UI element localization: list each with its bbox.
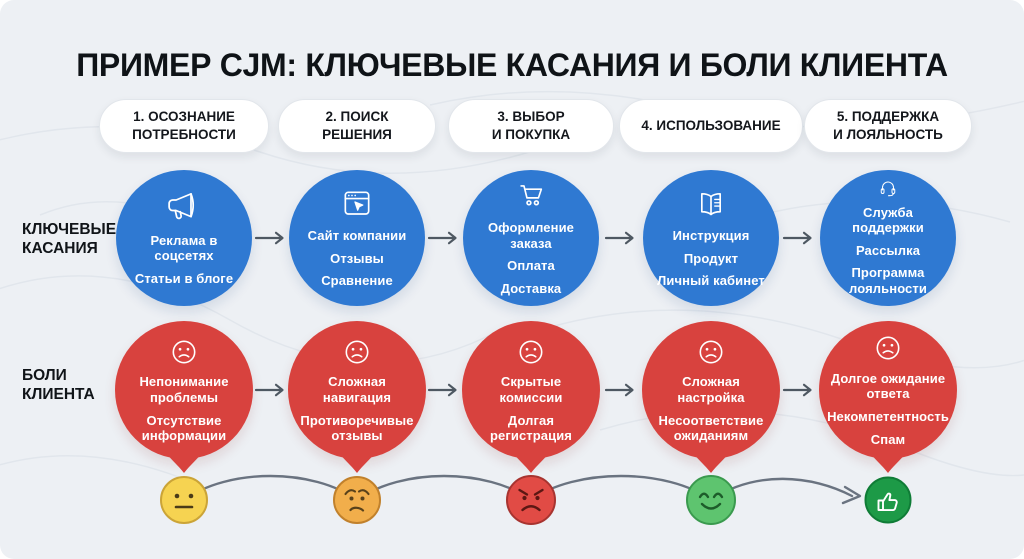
bubble-tail xyxy=(509,448,553,473)
touchpoints-row-label: КЛЮЧЕВЫЕ КАСАНИЯ xyxy=(22,221,117,257)
page-title: ПРИМЕР CJM: КЛЮЧЕВЫЕ КАСАНИЯ И БОЛИ КЛИЕ… xyxy=(76,47,948,84)
bubble-tail xyxy=(335,448,379,473)
stage-pill-label: РЕШЕНИЯ xyxy=(322,127,392,142)
bubble-tail xyxy=(689,448,733,473)
bubble-tail xyxy=(866,448,910,473)
stage-pill-2: 2. ПОИСК РЕШЕНИЯ xyxy=(278,99,436,153)
sad-face-icon xyxy=(519,340,543,364)
pains-row-label: БОЛИ КЛИЕНТА xyxy=(22,367,95,403)
stage-pill-1: 1. ОСОЗНАНИЕ ПОТРЕБНОСТИ xyxy=(99,99,269,153)
flow-arrow xyxy=(782,383,812,397)
stage-pill-label: 2. ПОИСК xyxy=(325,109,389,125)
headset-icon xyxy=(880,181,896,197)
emotion-journey xyxy=(160,474,912,525)
pain-bubble-1: Непонимание проблемы Отсутствие информац… xyxy=(115,321,253,473)
pain-bubble-3: Скрытые комиссии Долгая регистрация xyxy=(462,321,600,473)
neutral-face-emoji xyxy=(160,476,208,524)
touchpoint-circle-2: Сайт компании Отзывы Сравнение xyxy=(289,170,425,306)
happy-face-emoji xyxy=(686,475,736,525)
confused-face-emoji xyxy=(333,476,381,524)
flow-arrow xyxy=(254,383,284,397)
flow-arrow xyxy=(604,383,634,397)
flow-arrow xyxy=(427,231,457,245)
flow-arrow xyxy=(254,231,284,245)
touchpoint-circle-5: Служба поддержки Рассылка Программа лоял… xyxy=(820,170,956,306)
shopping-cart-icon xyxy=(520,185,543,206)
pain-bubble-5: Долгое ожидание ответа Некомпетентность … xyxy=(819,321,957,473)
flow-arrow xyxy=(427,383,457,397)
stage-pill-label: 1. ОСОЗНАНИЕ xyxy=(133,109,235,125)
sad-face-icon xyxy=(876,336,900,360)
browser-cursor-icon xyxy=(344,191,370,215)
angry-face-emoji xyxy=(506,475,556,525)
stage-pill-label: ПОТРЕБНОСТИ xyxy=(132,127,236,142)
stage-pill-label: 4. ИСПОЛЬЗОВАНИЕ xyxy=(641,118,781,134)
stage-pill-label: 3. ВЫБОР xyxy=(497,109,565,125)
sad-face-icon xyxy=(172,340,196,364)
bubble-tail xyxy=(162,448,206,473)
flow-arrow xyxy=(782,231,812,245)
touchpoint-circle-4: Инструкция Продукт Личный кабинет xyxy=(643,170,779,306)
pain-bubble-4: Сложная настройка Несоответствие ожидани… xyxy=(642,321,780,473)
thumbs-up-emoji xyxy=(864,476,912,524)
sad-face-icon xyxy=(345,340,369,364)
stage-pill-label: 5. ПОДДЕРЖКА xyxy=(836,109,940,125)
touchpoint-circle-3: Оформление заказа Оплата Доставка xyxy=(463,170,599,306)
stage-pill-label: И ЛОЯЛЬНОСТЬ xyxy=(833,127,943,142)
sad-face-icon xyxy=(699,340,723,364)
journey-arrowhead xyxy=(841,485,862,505)
touchpoint-circle-1: Реклама в соцсетях Статьи в блоге xyxy=(116,170,252,306)
megaphone-icon xyxy=(168,193,195,220)
pain-bubble-2: Сложная навигация Противоречивые отзывы xyxy=(288,321,426,473)
stage-pill-4: 4. ИСПОЛЬЗОВАНИЕ xyxy=(619,99,803,153)
stage-pill-3: 3. ВЫБОР И ПОКУПКА xyxy=(448,99,614,153)
flow-arrow xyxy=(604,231,634,245)
open-book-icon xyxy=(701,192,721,215)
stage-pill-5: 5. ПОДДЕРЖКА И ЛОЯЛЬНОСТЬ xyxy=(804,99,972,153)
stage-pill-label: И ПОКУПКА xyxy=(491,127,571,142)
